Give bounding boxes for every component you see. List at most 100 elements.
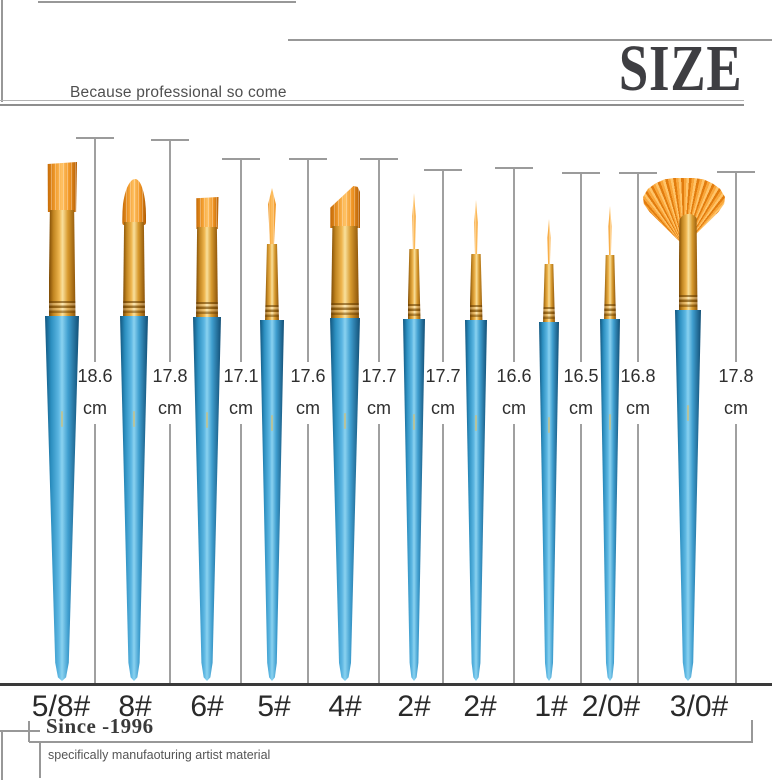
measure-line-upper	[378, 160, 380, 362]
brush-handle	[539, 322, 559, 681]
brush-size-label: 1#	[534, 690, 568, 723]
measure-value: 17.8	[718, 366, 754, 386]
ferrule-crimp-rings	[48, 301, 76, 317]
measure-unit: cm	[229, 398, 253, 418]
measure-value: 18.6	[77, 366, 113, 386]
since-underline	[29, 741, 753, 743]
top-left-frame-line	[1, 0, 3, 102]
measure-unit: cm	[626, 398, 650, 418]
handle-print-mark	[271, 415, 273, 431]
brush-bristle-detail-round	[608, 206, 612, 257]
measure-line-upper	[442, 171, 444, 362]
brush-bristle-flat-bright	[195, 197, 219, 229]
brush-size-label: 6#	[190, 690, 224, 723]
brush-bristle-angled	[330, 186, 360, 228]
measure-line-upper	[169, 141, 171, 362]
measure-line-lower	[513, 424, 515, 683]
measure-value: 17.7	[361, 366, 397, 386]
brush-handle	[600, 319, 620, 681]
handle-print-mark	[609, 414, 611, 430]
measure-cap	[562, 172, 600, 174]
measure-unit: cm	[502, 398, 526, 418]
measure-cap	[495, 167, 533, 169]
brush-bristle-flat-wash	[47, 162, 77, 212]
measure-value: 17.6	[290, 366, 326, 386]
brush-size-label: 3/0#	[669, 690, 729, 723]
measure-line-upper	[735, 173, 737, 362]
measure-value: 16.5	[563, 366, 599, 386]
measure-line-lower	[580, 424, 582, 683]
measure-cap	[717, 171, 755, 173]
footer-subtitle: specifically manufaoturing artist materi…	[48, 748, 271, 762]
brush-ferrule	[48, 210, 76, 318]
ferrule-crimp-rings	[678, 295, 698, 311]
ferrule-crimp-rings	[331, 303, 359, 319]
handle-print-mark	[133, 411, 135, 427]
measure-line-lower	[169, 424, 171, 683]
handle-print-mark	[548, 417, 550, 433]
ferrule-crimp-rings	[604, 304, 616, 320]
measure-line-upper	[580, 174, 582, 362]
measure-line-upper	[513, 169, 515, 362]
handle-print-mark	[61, 411, 63, 427]
measure-cap	[76, 137, 114, 139]
measure-unit: cm	[367, 398, 391, 418]
measure-line-lower	[442, 424, 444, 683]
measure-line-upper	[307, 160, 309, 362]
measure-line-lower	[240, 424, 242, 683]
brush-handle	[403, 319, 425, 681]
brush-ferrule	[331, 226, 359, 320]
brush-ferrule	[543, 264, 555, 324]
measure-cap	[151, 139, 189, 141]
footer-left-hline	[0, 730, 40, 732]
brush-ferrule	[123, 222, 145, 318]
measure-line-upper	[637, 174, 639, 362]
measure-line-upper	[240, 160, 242, 362]
brush-bristle-round-pointed	[268, 188, 276, 246]
measure-unit: cm	[83, 398, 107, 418]
brush-bristle-round-small	[412, 193, 416, 251]
measure-unit: cm	[296, 398, 320, 418]
measure-unit: cm	[724, 398, 748, 418]
brush-handle	[260, 320, 284, 681]
brush-size-label: 8#	[118, 690, 152, 723]
header-divider-thin	[0, 100, 744, 101]
measure-cap	[424, 169, 462, 171]
measure-unit: cm	[431, 398, 455, 418]
handle-print-mark	[206, 412, 208, 428]
size-overline	[288, 39, 772, 41]
measure-line-lower	[94, 424, 96, 683]
brush-handle	[45, 316, 79, 681]
brush-handle	[465, 320, 487, 681]
measure-line-lower	[735, 424, 737, 683]
measure-line-lower	[378, 424, 380, 683]
measure-value: 17.7	[425, 366, 461, 386]
measure-cap	[619, 172, 657, 174]
brush-size-label: 4#	[328, 690, 362, 723]
measure-value: 16.8	[620, 366, 656, 386]
brush-handle	[120, 316, 148, 681]
brush-bristle-round-small	[474, 200, 478, 256]
measure-value: 17.1	[223, 366, 259, 386]
footer-inner-vline	[39, 742, 41, 778]
size-title: SIZE	[618, 32, 742, 105]
measure-unit: cm	[158, 398, 182, 418]
measure-line-lower	[637, 424, 639, 683]
measure-cap	[222, 158, 260, 160]
brush-ferrule	[604, 255, 616, 321]
brush-ferrule	[407, 249, 421, 321]
brush-ferrule	[265, 244, 279, 322]
brush-size-label: 2#	[397, 690, 431, 723]
handle-print-mark	[475, 415, 477, 431]
ferrule-crimp-rings	[469, 305, 483, 321]
brush-ferrule	[196, 227, 218, 319]
ferrule-crimp-rings	[123, 301, 145, 317]
brush-ferrule	[469, 254, 483, 322]
tagline-text: Because professional so come	[70, 84, 287, 101]
brush-size-label: 5#	[257, 690, 291, 723]
brush-size-label: 2/0#	[581, 690, 641, 723]
top-frame-line	[38, 1, 296, 3]
ferrule-crimp-rings	[265, 305, 279, 321]
